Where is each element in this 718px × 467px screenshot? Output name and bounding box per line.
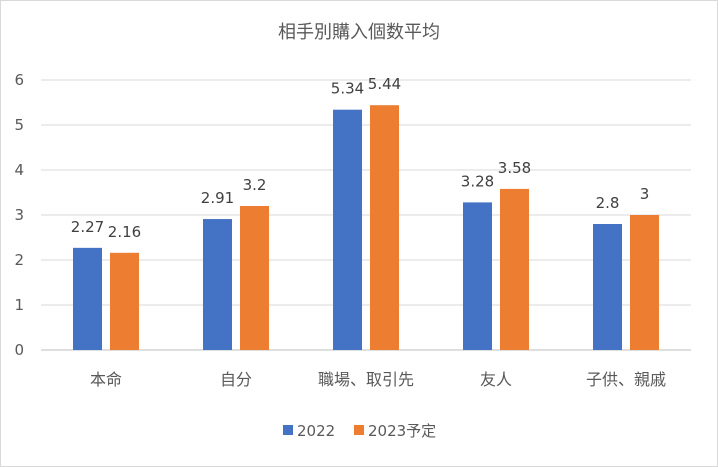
bar-2023予定-友人 (500, 188, 529, 350)
bar-2022-子供、親戚 (593, 224, 622, 350)
bar-2023予定-本命 (110, 252, 139, 350)
legend: 2022 2023予定 (283, 422, 436, 440)
category-label: 本命 (90, 370, 122, 389)
bar-2023予定-自分 (240, 206, 269, 350)
category-label: 自分 (220, 370, 252, 389)
data-label: 3.2 (243, 176, 267, 194)
y-axis-ticks: 0 1 2 3 4 5 6 (14, 71, 24, 359)
y-tick-label: 6 (14, 71, 24, 89)
gridlines (41, 79, 691, 351)
y-tick-label: 2 (14, 251, 24, 269)
legend-swatch-2023予定 (354, 425, 364, 435)
data-label: 2.27 (71, 218, 104, 236)
bar-2022-自分 (203, 219, 232, 350)
category-label: 友人 (480, 370, 512, 389)
bars (73, 105, 659, 350)
bar-2022-友人 (463, 202, 492, 350)
bar-2022-本命 (73, 247, 102, 350)
bar-2023予定-子供、親戚 (630, 215, 659, 350)
x-axis-categories: 本命 自分 職場、取引先 友人 子供、親戚 (90, 370, 666, 389)
data-labels: 2.27 2.16 2.91 3.2 5.34 5.44 3.283.58 2.8 3 (71, 75, 649, 241)
y-tick-label: 0 (14, 341, 24, 359)
y-tick-label: 5 (14, 116, 24, 134)
legend-label: 2023予定 (368, 422, 436, 440)
bar-2022-職場、取引先 (333, 109, 362, 350)
data-label: 3.58 (498, 159, 531, 177)
data-label: 2.91 (201, 189, 234, 207)
data-label: 5.44 (368, 75, 401, 93)
data-label: 2.8 (596, 194, 620, 212)
legend-label: 2022 (297, 422, 335, 440)
data-label: 3 (640, 185, 650, 203)
category-label: 子供、親戚 (586, 370, 666, 389)
chart-title: 相手別購入個数平均 (278, 22, 440, 43)
category-label: 職場、取引先 (318, 370, 414, 389)
legend-swatch-2022 (283, 425, 293, 435)
y-tick-label: 4 (14, 161, 24, 179)
data-label: 3.28 (461, 172, 494, 190)
bar-2023予定-職場、取引先 (370, 105, 399, 350)
y-tick-label: 3 (14, 206, 24, 224)
data-label: 2.16 (108, 223, 141, 241)
data-label: 5.34 (331, 80, 364, 98)
y-tick-label: 1 (14, 296, 24, 314)
